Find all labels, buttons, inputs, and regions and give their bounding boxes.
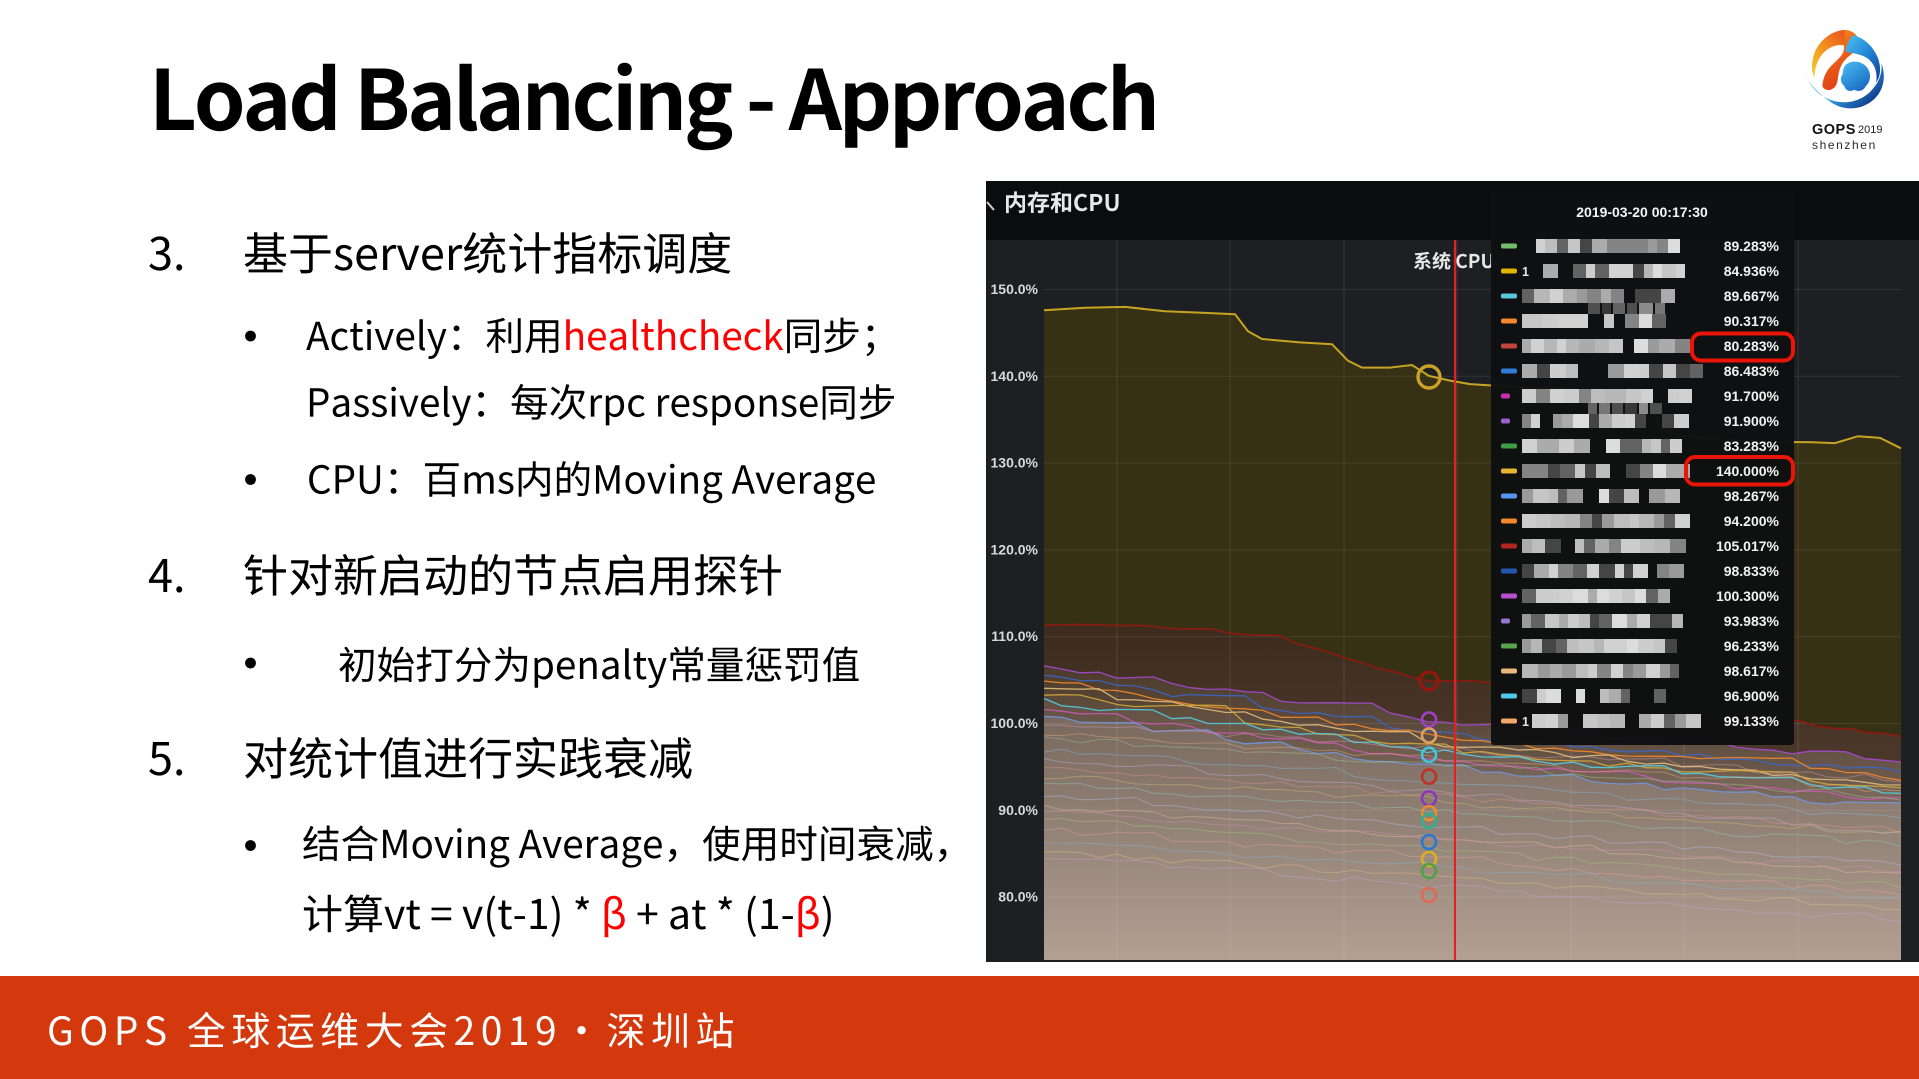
- svg-text:100.0%: 100.0%: [991, 715, 1039, 731]
- svg-text:98.617%: 98.617%: [1724, 663, 1780, 679]
- svg-text:1: 1: [1522, 715, 1529, 729]
- svg-text:90.0%: 90.0%: [998, 802, 1038, 818]
- svg-text:84.936%: 84.936%: [1724, 263, 1780, 279]
- svg-text:89.283%: 89.283%: [1724, 238, 1780, 254]
- svg-text:91.900%: 91.900%: [1724, 413, 1780, 429]
- svg-text:1: 1: [1522, 265, 1529, 279]
- svg-text:98.267%: 98.267%: [1724, 488, 1780, 504]
- svg-text:90.317%: 90.317%: [1724, 313, 1780, 329]
- svg-text:86.483%: 86.483%: [1724, 363, 1780, 379]
- svg-text:shenzhen: shenzhen: [1812, 138, 1877, 152]
- svg-text:100.300%: 100.300%: [1716, 588, 1780, 604]
- svg-text:80.283%: 80.283%: [1724, 338, 1780, 354]
- svg-text:94.200%: 94.200%: [1724, 513, 1780, 529]
- svg-text:91.700%: 91.700%: [1724, 388, 1780, 404]
- svg-text:2019-03-20 00:17:30: 2019-03-20 00:17:30: [1576, 204, 1708, 220]
- svg-text:2019: 2019: [1858, 124, 1882, 136]
- svg-text:130.0%: 130.0%: [991, 455, 1039, 471]
- svg-text:140.0%: 140.0%: [991, 368, 1039, 384]
- svg-text:105.017%: 105.017%: [1716, 538, 1780, 554]
- svg-text:150.0%: 150.0%: [991, 281, 1039, 297]
- svg-text:80.0%: 80.0%: [998, 889, 1038, 905]
- svg-text:93.983%: 93.983%: [1724, 613, 1780, 629]
- svg-text:98.833%: 98.833%: [1724, 563, 1780, 579]
- svg-text:140.000%: 140.000%: [1716, 463, 1780, 479]
- svg-text:96.900%: 96.900%: [1724, 688, 1780, 704]
- svg-text:96.233%: 96.233%: [1724, 638, 1780, 654]
- svg-text:99.133%: 99.133%: [1724, 713, 1780, 729]
- svg-text:83.283%: 83.283%: [1724, 438, 1780, 454]
- svg-text:110.0%: 110.0%: [991, 628, 1038, 644]
- svg-text:89.667%: 89.667%: [1724, 288, 1780, 304]
- svg-text:120.0%: 120.0%: [991, 541, 1039, 557]
- svg-text:GOPS: GOPS: [1812, 122, 1856, 138]
